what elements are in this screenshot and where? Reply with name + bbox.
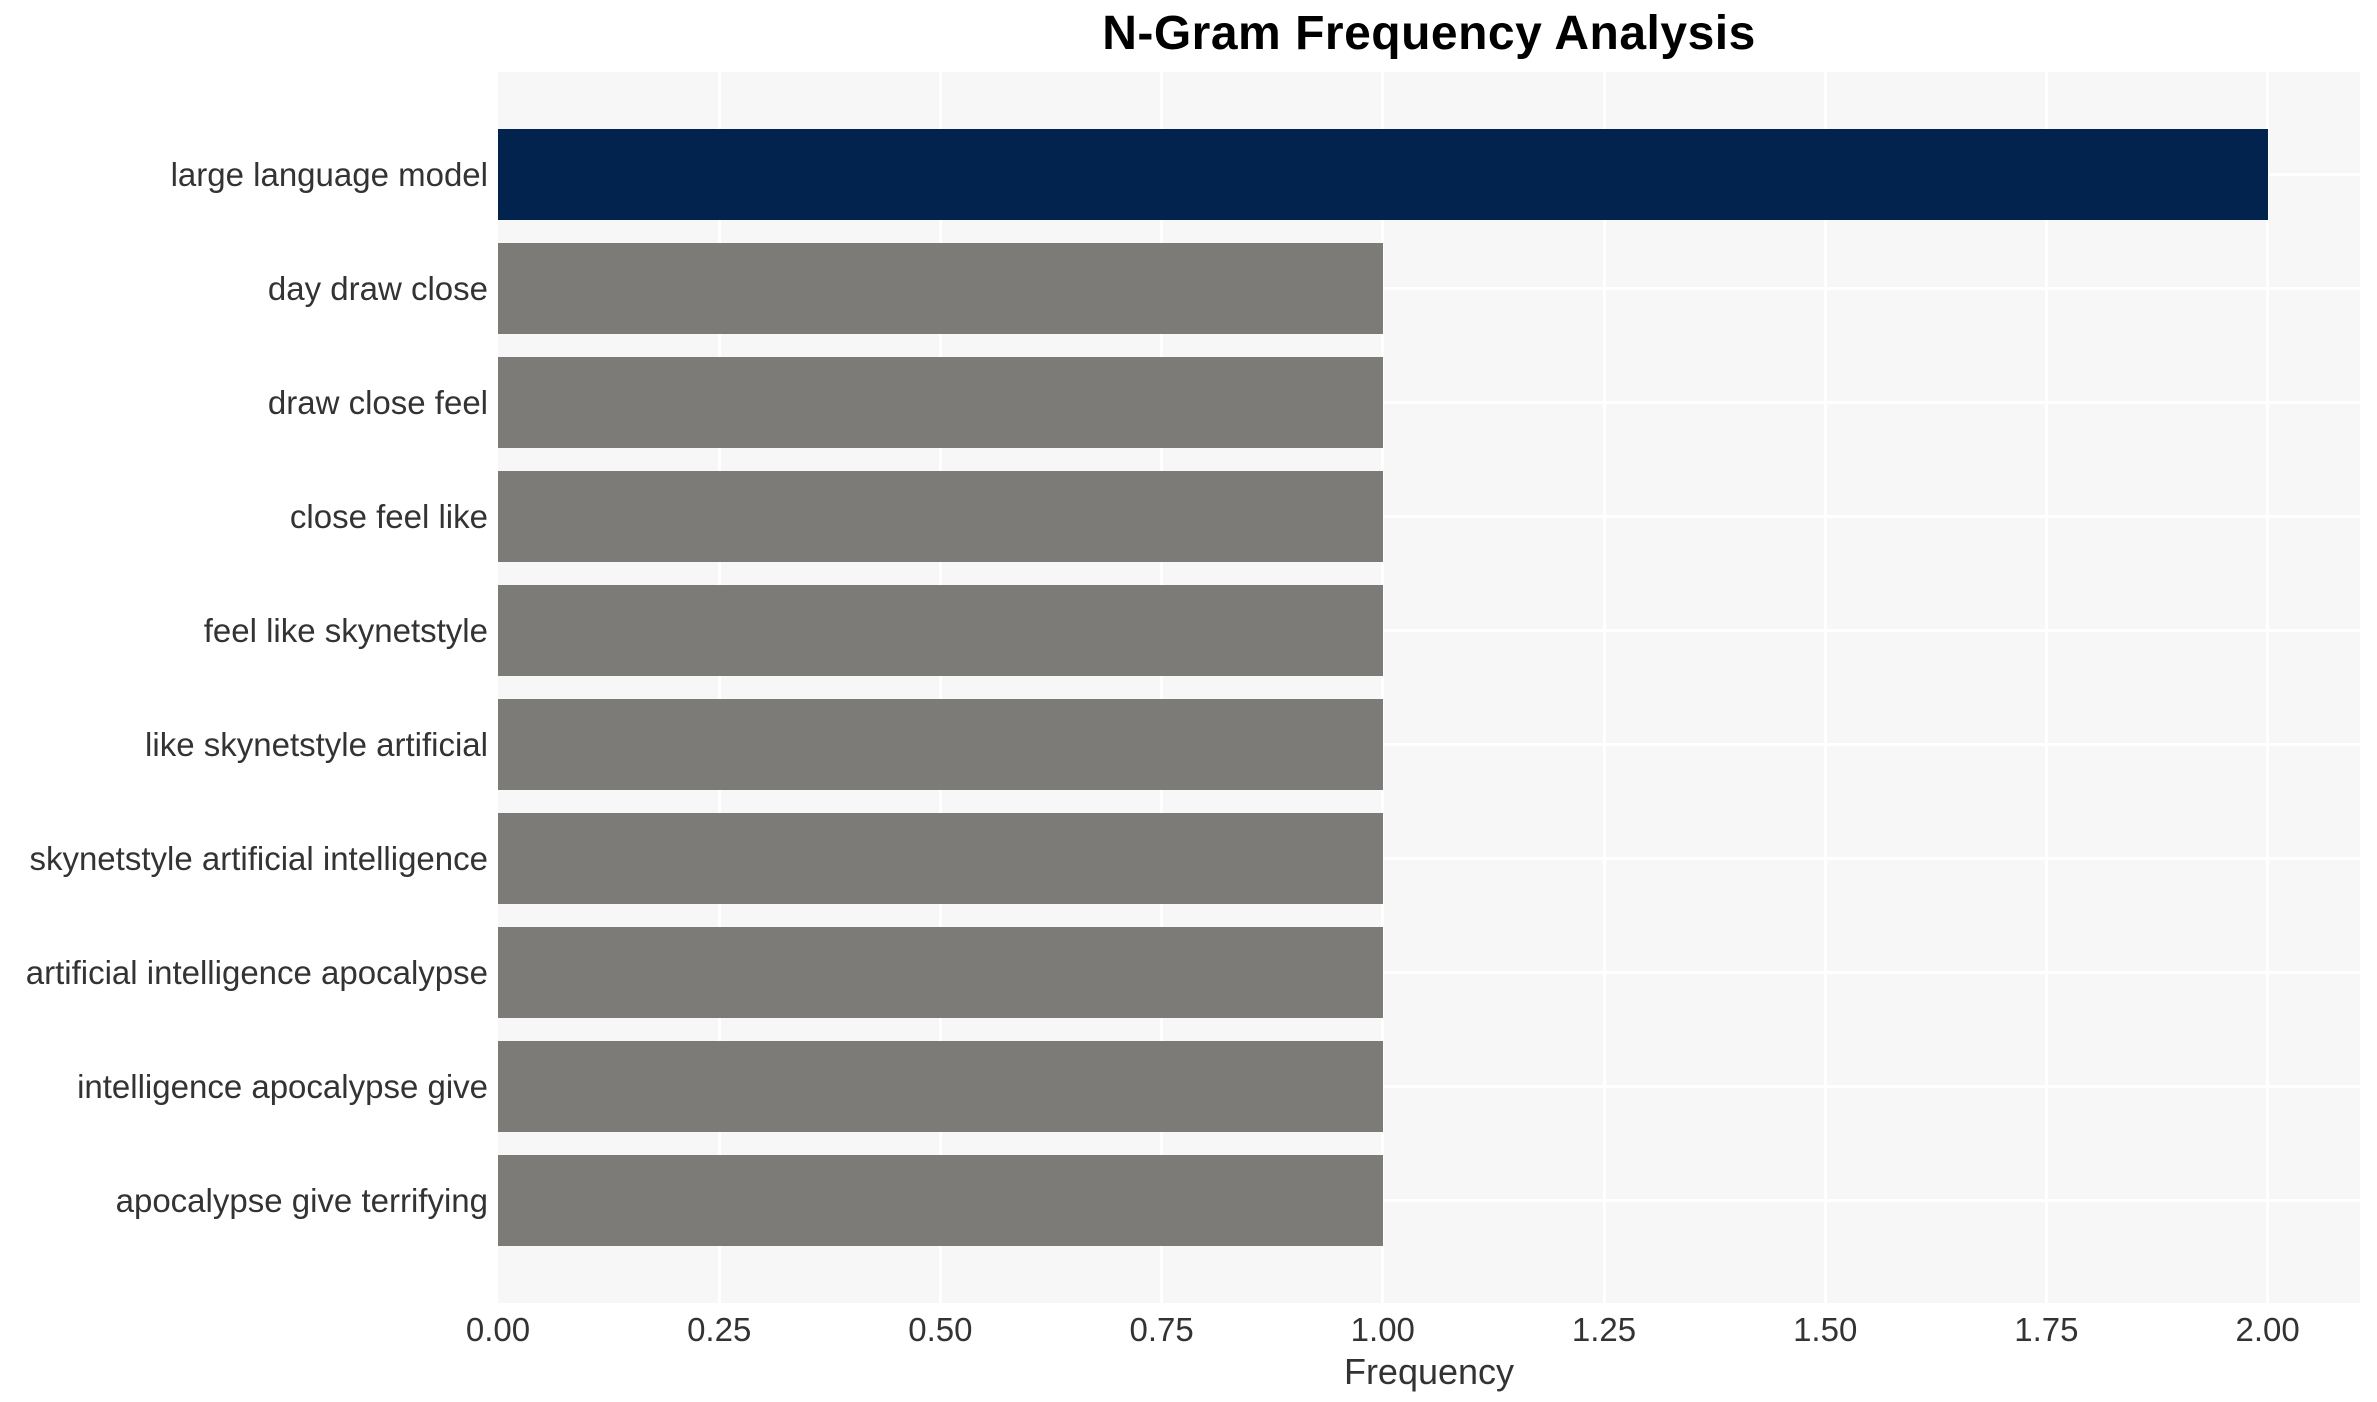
- v-gridline: [1602, 72, 1606, 1303]
- h-gridline: [498, 1199, 2360, 1202]
- y-axis-label: large language model: [170, 155, 488, 193]
- y-axis-label: day draw close: [267, 269, 488, 307]
- h-gridline: [498, 515, 2360, 518]
- y-axis-label: intelligence apocalypse give: [77, 1067, 488, 1105]
- v-gridline: [2044, 72, 2048, 1303]
- v-gridline: [2266, 72, 2270, 1303]
- h-gridline: [498, 1085, 2360, 1088]
- h-gridline: [498, 629, 2360, 632]
- x-axis-tick-label: 2.00: [2235, 1311, 2300, 1348]
- v-gridline: [717, 72, 721, 1303]
- y-axis-label: artificial intelligence apocalypse: [25, 953, 488, 991]
- v-gridline: [938, 72, 942, 1303]
- frequency-bar: [498, 1041, 1383, 1132]
- frequency-bar: [498, 699, 1383, 790]
- frequency-bar: [498, 927, 1383, 1018]
- frequency-bar: [498, 813, 1383, 904]
- h-gridline: [498, 743, 2360, 746]
- y-axis-label: draw close feel: [267, 383, 488, 421]
- y-axis-label: apocalypse give terrifying: [115, 1181, 488, 1219]
- y-axis-labels: large language model day draw close draw c…: [0, 72, 488, 1303]
- y-axis-label: skynetstyle artificial intelligence: [29, 839, 488, 877]
- x-axis-tick-label: 0.25: [687, 1311, 752, 1348]
- h-gridline: [498, 857, 2360, 860]
- frequency-bar: [498, 1155, 1383, 1246]
- y-axis-label: feel like skynetstyle: [203, 611, 488, 649]
- x-axis-tick-label: 0.50: [908, 1311, 973, 1348]
- x-axis-tick-label: 1.75: [2014, 1311, 2079, 1348]
- y-axis-label: close feel like: [289, 497, 488, 535]
- frequency-bar: [498, 471, 1383, 562]
- x-axis-tick-label: 1.50: [1793, 1311, 1858, 1348]
- v-gridline: [1823, 72, 1827, 1303]
- frequency-bar: [498, 243, 1383, 334]
- x-axis-title: Frequency: [1343, 1351, 1515, 1392]
- h-gridline: [498, 401, 2360, 404]
- v-gridline: [1381, 72, 1385, 1303]
- chart-title: N-Gram Frequency Analysis: [1102, 7, 1756, 60]
- plot-panel: [498, 72, 2360, 1303]
- x-axis-tick-label: 1.00: [1350, 1311, 1415, 1348]
- h-gridline: [498, 971, 2360, 974]
- v-gridline: [1160, 72, 1164, 1303]
- frequency-bar: [498, 357, 1383, 448]
- x-axis-tick-label: 0.75: [1129, 1311, 1194, 1348]
- frequency-bar: [498, 129, 2268, 220]
- x-axis-tick-label: 1.25: [1571, 1311, 1637, 1348]
- frequency-bar: [498, 585, 1383, 676]
- y-axis-label: like skynetstyle artificial: [145, 725, 488, 763]
- h-gridline: [498, 287, 2360, 290]
- x-axis-tick-label: 0.00: [465, 1311, 531, 1348]
